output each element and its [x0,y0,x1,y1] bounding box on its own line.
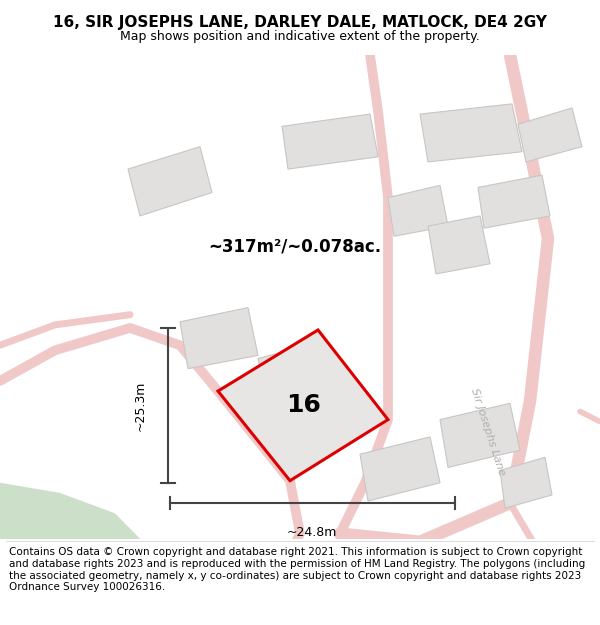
Polygon shape [420,104,522,162]
Polygon shape [440,403,520,468]
Polygon shape [180,308,258,369]
Polygon shape [478,175,550,228]
Text: ~24.8m: ~24.8m [287,526,337,539]
Polygon shape [360,437,440,501]
Polygon shape [128,147,212,216]
Polygon shape [218,330,388,481]
Polygon shape [258,342,332,406]
Text: ~317m²/~0.078ac.: ~317m²/~0.078ac. [208,238,381,256]
Polygon shape [0,482,155,595]
Polygon shape [282,114,378,169]
Polygon shape [500,458,552,508]
Text: Contains OS data © Crown copyright and database right 2021. This information is : Contains OS data © Crown copyright and d… [9,548,585,592]
Polygon shape [388,186,448,236]
Text: ~25.3m: ~25.3m [133,380,146,431]
Polygon shape [428,216,490,274]
Polygon shape [518,108,582,162]
Text: 16, SIR JOSEPHS LANE, DARLEY DALE, MATLOCK, DE4 2GY: 16, SIR JOSEPHS LANE, DARLEY DALE, MATLO… [53,16,547,31]
Text: Map shows position and indicative extent of the property.: Map shows position and indicative extent… [120,30,480,43]
Text: 16: 16 [286,393,321,418]
Text: Sir Josephs Lane: Sir Josephs Lane [469,387,507,477]
